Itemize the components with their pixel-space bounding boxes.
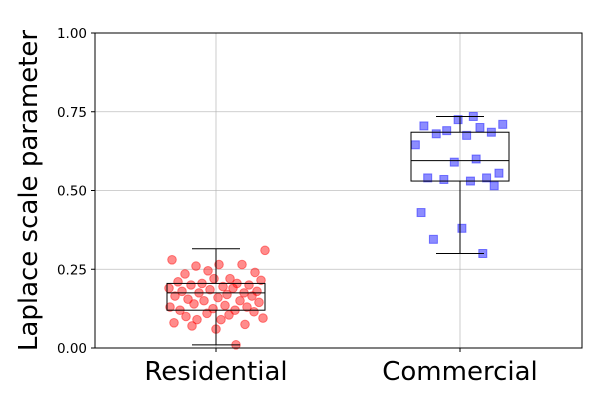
data-point (431, 129, 441, 139)
data-point (218, 281, 228, 292)
data-point (449, 157, 459, 167)
data-point (167, 254, 177, 265)
data-point (192, 314, 202, 325)
x-tick-label: Residential (144, 357, 287, 387)
y-tick-label: 0.75 (57, 105, 87, 121)
data-point (494, 168, 504, 178)
data-point (165, 302, 175, 312)
data-point (410, 140, 420, 150)
data-point (199, 295, 209, 306)
data-point (213, 292, 223, 303)
data-point (177, 286, 187, 297)
y-axis-title: Laplace scale parameter (14, 30, 44, 351)
data-point (224, 310, 234, 320)
data-point (216, 314, 226, 325)
data-point (169, 318, 179, 328)
data-point (208, 303, 218, 314)
data-point (416, 208, 426, 218)
data-point (423, 173, 433, 183)
data-point (209, 273, 219, 284)
data-point (249, 306, 259, 317)
data-point (173, 277, 183, 287)
data-point (181, 311, 191, 322)
data-point (439, 174, 449, 184)
data-point (187, 321, 197, 331)
data-point (191, 261, 201, 271)
data-point (240, 319, 250, 330)
data-point (453, 115, 463, 125)
data-point (428, 234, 438, 244)
data-point (419, 121, 429, 131)
y-tick-label: 0.25 (57, 262, 87, 278)
data-point (462, 130, 472, 140)
data-point (471, 154, 481, 164)
data-point (258, 313, 268, 323)
box-residential (166, 248, 266, 346)
data-point (442, 126, 452, 136)
data-point (186, 280, 196, 290)
data-point (244, 280, 254, 290)
data-point (250, 267, 260, 278)
box-commercial (410, 115, 510, 254)
data-point (205, 284, 215, 295)
data-point (457, 223, 467, 233)
data-point (189, 299, 199, 309)
data-point (498, 119, 508, 129)
data-points (164, 111, 508, 350)
box-plots (166, 115, 510, 346)
data-point (260, 245, 270, 256)
data-point (237, 259, 247, 270)
data-point (220, 300, 230, 311)
data-point (202, 308, 212, 319)
data-point (164, 283, 174, 293)
data-point (183, 294, 193, 304)
data-point (222, 289, 232, 300)
data-point (256, 275, 266, 286)
data-point (489, 181, 499, 191)
data-point (254, 297, 264, 308)
data-point (235, 295, 245, 306)
data-point (247, 291, 257, 301)
y-tick-label: 0.50 (57, 184, 87, 200)
data-point (180, 269, 190, 279)
x-tick-label: Commercial (382, 357, 538, 387)
y-tick-label: 0.00 (57, 341, 87, 357)
data-point (482, 173, 492, 183)
data-point (475, 123, 485, 132)
y-tick-label: 1.00 (57, 26, 87, 42)
data-point (170, 291, 180, 301)
y-axis-ticks: 0.00 0.25 0.50 0.75 1.00 (57, 26, 95, 357)
data-point (214, 259, 224, 270)
data-point (203, 266, 213, 276)
x-axis-ticks: Residential Commercial (144, 348, 538, 387)
data-point (242, 302, 252, 312)
data-point (252, 286, 262, 297)
